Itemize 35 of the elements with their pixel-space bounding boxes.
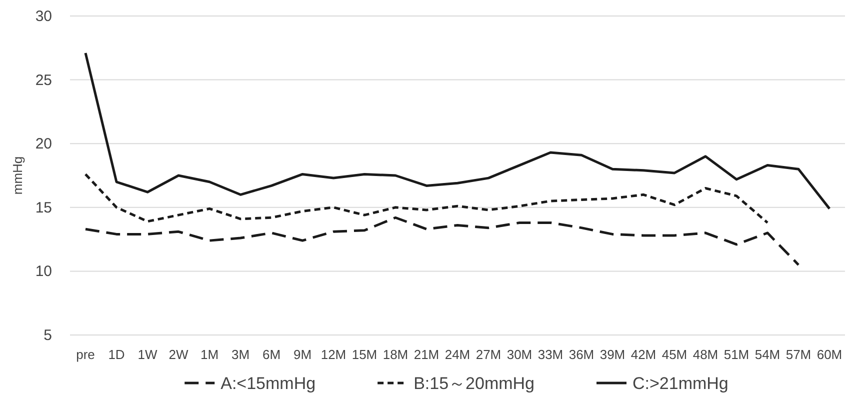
x-tick-label: 1W [138, 347, 158, 362]
x-tick-label: 33M [538, 347, 564, 362]
x-tick-label: 3M [231, 347, 250, 362]
x-tick-label: 54M [754, 347, 780, 362]
x-tick-label: 45M [662, 347, 688, 362]
y-tick-label: 10 [35, 263, 52, 280]
x-tick-label: 2W [168, 347, 189, 362]
x-tick-label: 21M [414, 347, 440, 362]
y-tick-label: 30 [35, 8, 52, 25]
x-tick-label: 36M [568, 347, 594, 362]
x-tick-label: 9M [293, 347, 312, 362]
x-tick-label: 24M [444, 347, 470, 362]
y-tick-label: 5 [44, 327, 52, 344]
x-tick-label: 6M [262, 347, 281, 362]
x-tick-label: 30M [506, 347, 532, 362]
x-tick-label: 60M [816, 347, 842, 362]
x-tick-label: pre [76, 347, 95, 362]
x-tick-label: 57M [786, 347, 812, 362]
legend-label: B:15～20mmHg [414, 374, 534, 393]
x-tick-label: 15M [352, 347, 378, 362]
x-tick-label: 1D [108, 347, 125, 362]
x-tick-label: 18M [382, 347, 408, 362]
y-tick-label: 20 [35, 136, 52, 153]
y-tick-label: 15 [35, 199, 52, 216]
x-tick-label: 12M [320, 347, 346, 362]
y-tick-label: 25 [35, 72, 52, 89]
x-tick-label: 1M [200, 347, 219, 362]
x-tick-label: 39M [600, 347, 626, 362]
legend-label: A:<15mmHg [220, 374, 316, 393]
y-axis-title: mmHg [10, 156, 25, 195]
x-tick-label: 51M [724, 347, 750, 362]
x-tick-label: 48M [692, 347, 718, 362]
legend-label: C:>21mmHg [632, 374, 728, 393]
x-tick-label: 42M [630, 347, 656, 362]
x-tick-label: 27M [476, 347, 502, 362]
